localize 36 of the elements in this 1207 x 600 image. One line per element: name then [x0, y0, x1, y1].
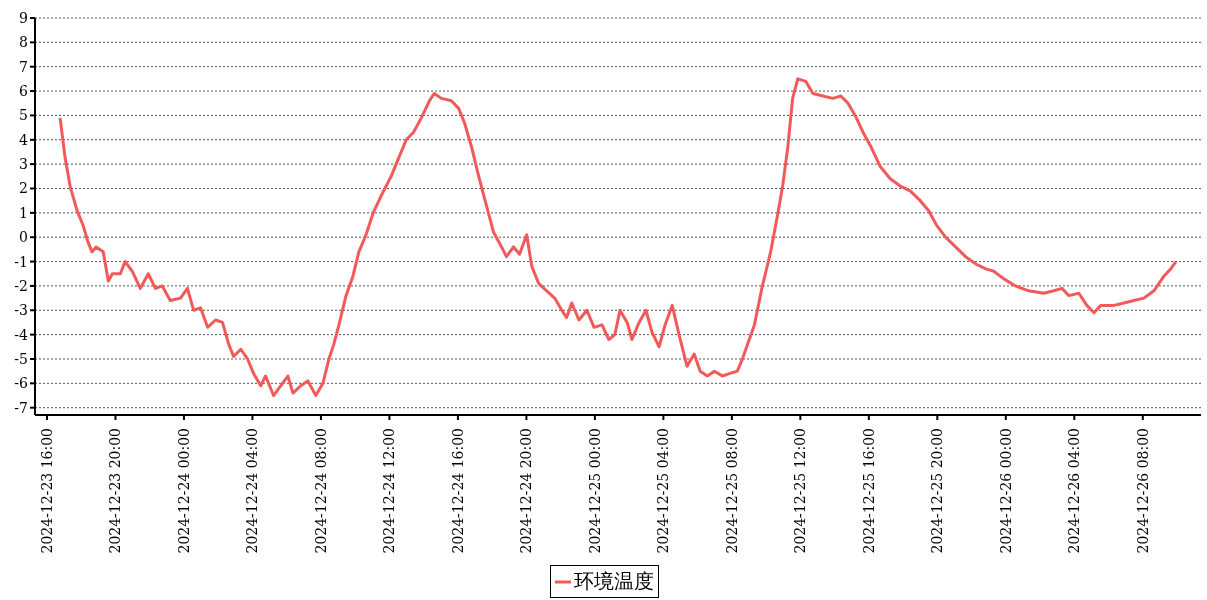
x-tick-label: 2024-12-25 16:00: [860, 428, 877, 554]
x-tick-label: 2024-12-25 04:00: [655, 428, 672, 554]
x-tick-label: 2024-12-25 12:00: [792, 428, 809, 554]
y-tick-label: 0: [19, 229, 28, 246]
y-tick-label: -5: [14, 350, 28, 367]
y-tick-label: -3: [14, 302, 28, 319]
y-tick-label: 3: [19, 156, 28, 173]
y-tick-label: -1: [14, 253, 28, 270]
y-tick-label: 1: [19, 204, 28, 221]
x-tick-label: 2024-12-23 20:00: [107, 428, 124, 554]
line-series: [58, 77, 1178, 398]
y-tick-label: -4: [14, 326, 29, 343]
y-tick-label: 8: [19, 34, 28, 51]
y-tick-label: 4: [19, 131, 29, 148]
x-tick-label: 2024-12-25 00:00: [586, 428, 603, 554]
x-tick-label: 2024-12-24 12:00: [381, 428, 398, 554]
legend-label: 环境温度: [574, 568, 654, 595]
x-tick-label: 2024-12-24 20:00: [518, 428, 535, 554]
y-tick-label: -6: [14, 375, 29, 392]
x-tick-label: 2024-12-26 04:00: [1066, 428, 1083, 554]
y-tick-label: 5: [19, 107, 28, 124]
x-tick-label: 2024-12-24 16:00: [449, 428, 466, 554]
y-tick-label: -2: [14, 277, 28, 294]
x-tick-label: 2024-12-25 08:00: [723, 428, 740, 554]
x-tick-label: 2024-12-26 00:00: [997, 428, 1014, 554]
y-tick-label: -7: [14, 399, 28, 416]
x-tick-label: 2024-12-24 00:00: [175, 428, 192, 554]
x-tick-label: 2024-12-24 04:00: [244, 428, 261, 554]
y-tick-label: 6: [19, 83, 29, 100]
y-tick-label: 2: [19, 180, 28, 197]
x-tick-label: 2024-12-26 08:00: [1134, 428, 1151, 554]
x-tick-label: 2024-12-25 20:00: [929, 428, 946, 554]
y-tick-label: 7: [19, 58, 28, 75]
x-tick-label: 2024-12-24 08:00: [312, 428, 329, 554]
x-tick-label: 2024-12-23 16:00: [38, 428, 55, 554]
y-tick-label: 9: [19, 9, 28, 26]
